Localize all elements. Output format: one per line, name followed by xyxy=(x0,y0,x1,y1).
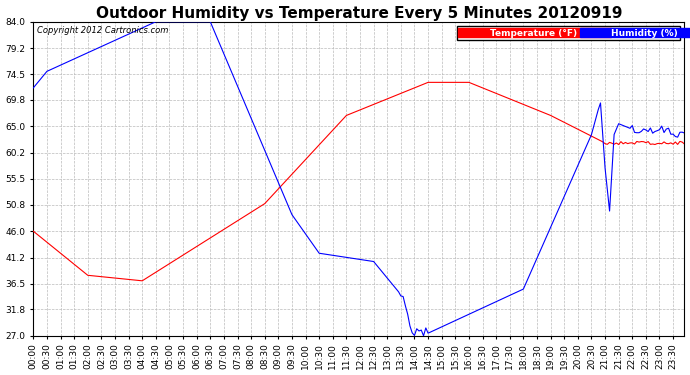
Title: Outdoor Humidity vs Temperature Every 5 Minutes 20120919: Outdoor Humidity vs Temperature Every 5 … xyxy=(96,6,622,21)
Text: Copyright 2012 Cartronics.com: Copyright 2012 Cartronics.com xyxy=(37,26,168,35)
Legend: Temperature (°F), Humidity (%): Temperature (°F), Humidity (%) xyxy=(457,26,680,39)
